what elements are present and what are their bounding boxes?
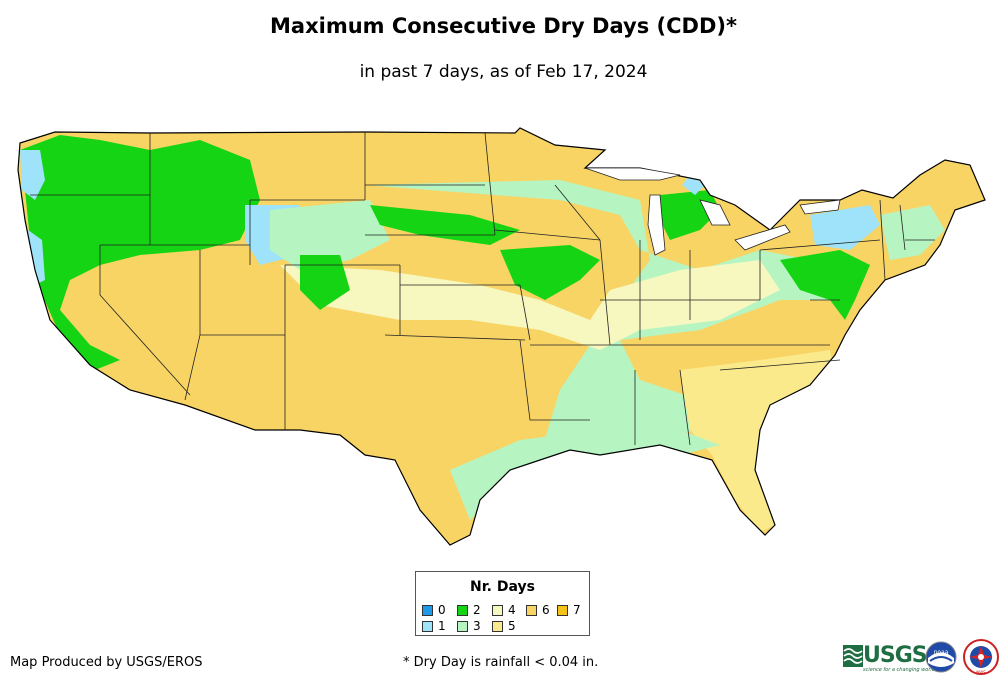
legend-swatch-0 [422, 604, 433, 616]
noaa-logo: noaa [925, 641, 957, 673]
legend-label-7: 7 [573, 603, 581, 617]
us-outline [17, 127, 986, 546]
lake-ontario [799, 199, 841, 215]
legend-item-0: 0 [422, 603, 446, 617]
central-moist-zone [365, 180, 830, 455]
great-lakes [584, 167, 841, 256]
legend-swatch-6 [526, 604, 537, 616]
legend-item-3: 3 [457, 619, 481, 633]
legend-swatch-1 [422, 620, 433, 632]
usgs-wordmark: USGS [863, 643, 928, 668]
lake-michigan [647, 194, 666, 256]
legend-label-4: 4 [508, 603, 516, 617]
legend-item-1: 1 [422, 619, 446, 633]
legend-label-1: 1 [438, 619, 446, 633]
legend-label-6: 6 [542, 603, 550, 617]
great-lakes-light-wet [682, 175, 705, 195]
dry-day-note: * Dry Day is rainfall < 0.04 in. [403, 655, 599, 670]
legend-swatch-7 [557, 604, 568, 616]
legend-title: Nr. Days [470, 579, 535, 595]
legend-label-3: 3 [473, 619, 481, 633]
nws-wordmark: NWS [976, 670, 986, 675]
legend-swatch-4 [492, 604, 503, 616]
northern-rockies-wet [150, 150, 250, 230]
map-title: Maximum Consecutive Dry Days (CDD)* [270, 14, 737, 38]
coast-light-wet [20, 150, 45, 200]
credit-text: Map Produced by USGS/EROS [10, 655, 203, 670]
legend-label-0: 0 [438, 603, 446, 617]
legend-label-5: 5 [508, 619, 516, 633]
legend-item-5: 5 [492, 619, 516, 633]
new-england-moist [880, 205, 945, 260]
legend-item-2: 2 [457, 603, 481, 617]
legend-swatch-2 [457, 604, 468, 616]
map-land [18, 128, 985, 545]
noaa-wordmark: noaa [934, 649, 949, 656]
lake-erie [734, 224, 791, 251]
lake-superior [584, 167, 681, 181]
usgs-tagline: science for a changing world [863, 667, 935, 673]
usgs-wave-icon [843, 644, 863, 667]
legend: Nr. Days 0 1 2 3 4 5 6 7 [415, 571, 590, 636]
usgs-logo: USGS science for a changing world [843, 643, 935, 673]
rockies-moist [270, 200, 390, 270]
mid-atlantic-wet [780, 250, 870, 320]
legend-label-2: 2 [473, 603, 481, 617]
central-dry-zone [280, 260, 780, 350]
northeast-light-wet [810, 205, 880, 250]
legend-item-7: 7 [557, 603, 581, 617]
map-subtitle: in past 7 days, as of Feb 17, 2024 [359, 62, 648, 82]
legend-item-4: 4 [492, 603, 516, 617]
legend-swatch-5 [492, 620, 503, 632]
midwest-wet [500, 245, 600, 300]
state-borders [30, 132, 935, 446]
legend-swatch-3 [457, 620, 468, 632]
legend-item-6: 6 [526, 603, 550, 617]
nws-logo: NWS [963, 639, 999, 675]
colorado-wet [300, 255, 350, 310]
lake-huron [699, 199, 731, 226]
